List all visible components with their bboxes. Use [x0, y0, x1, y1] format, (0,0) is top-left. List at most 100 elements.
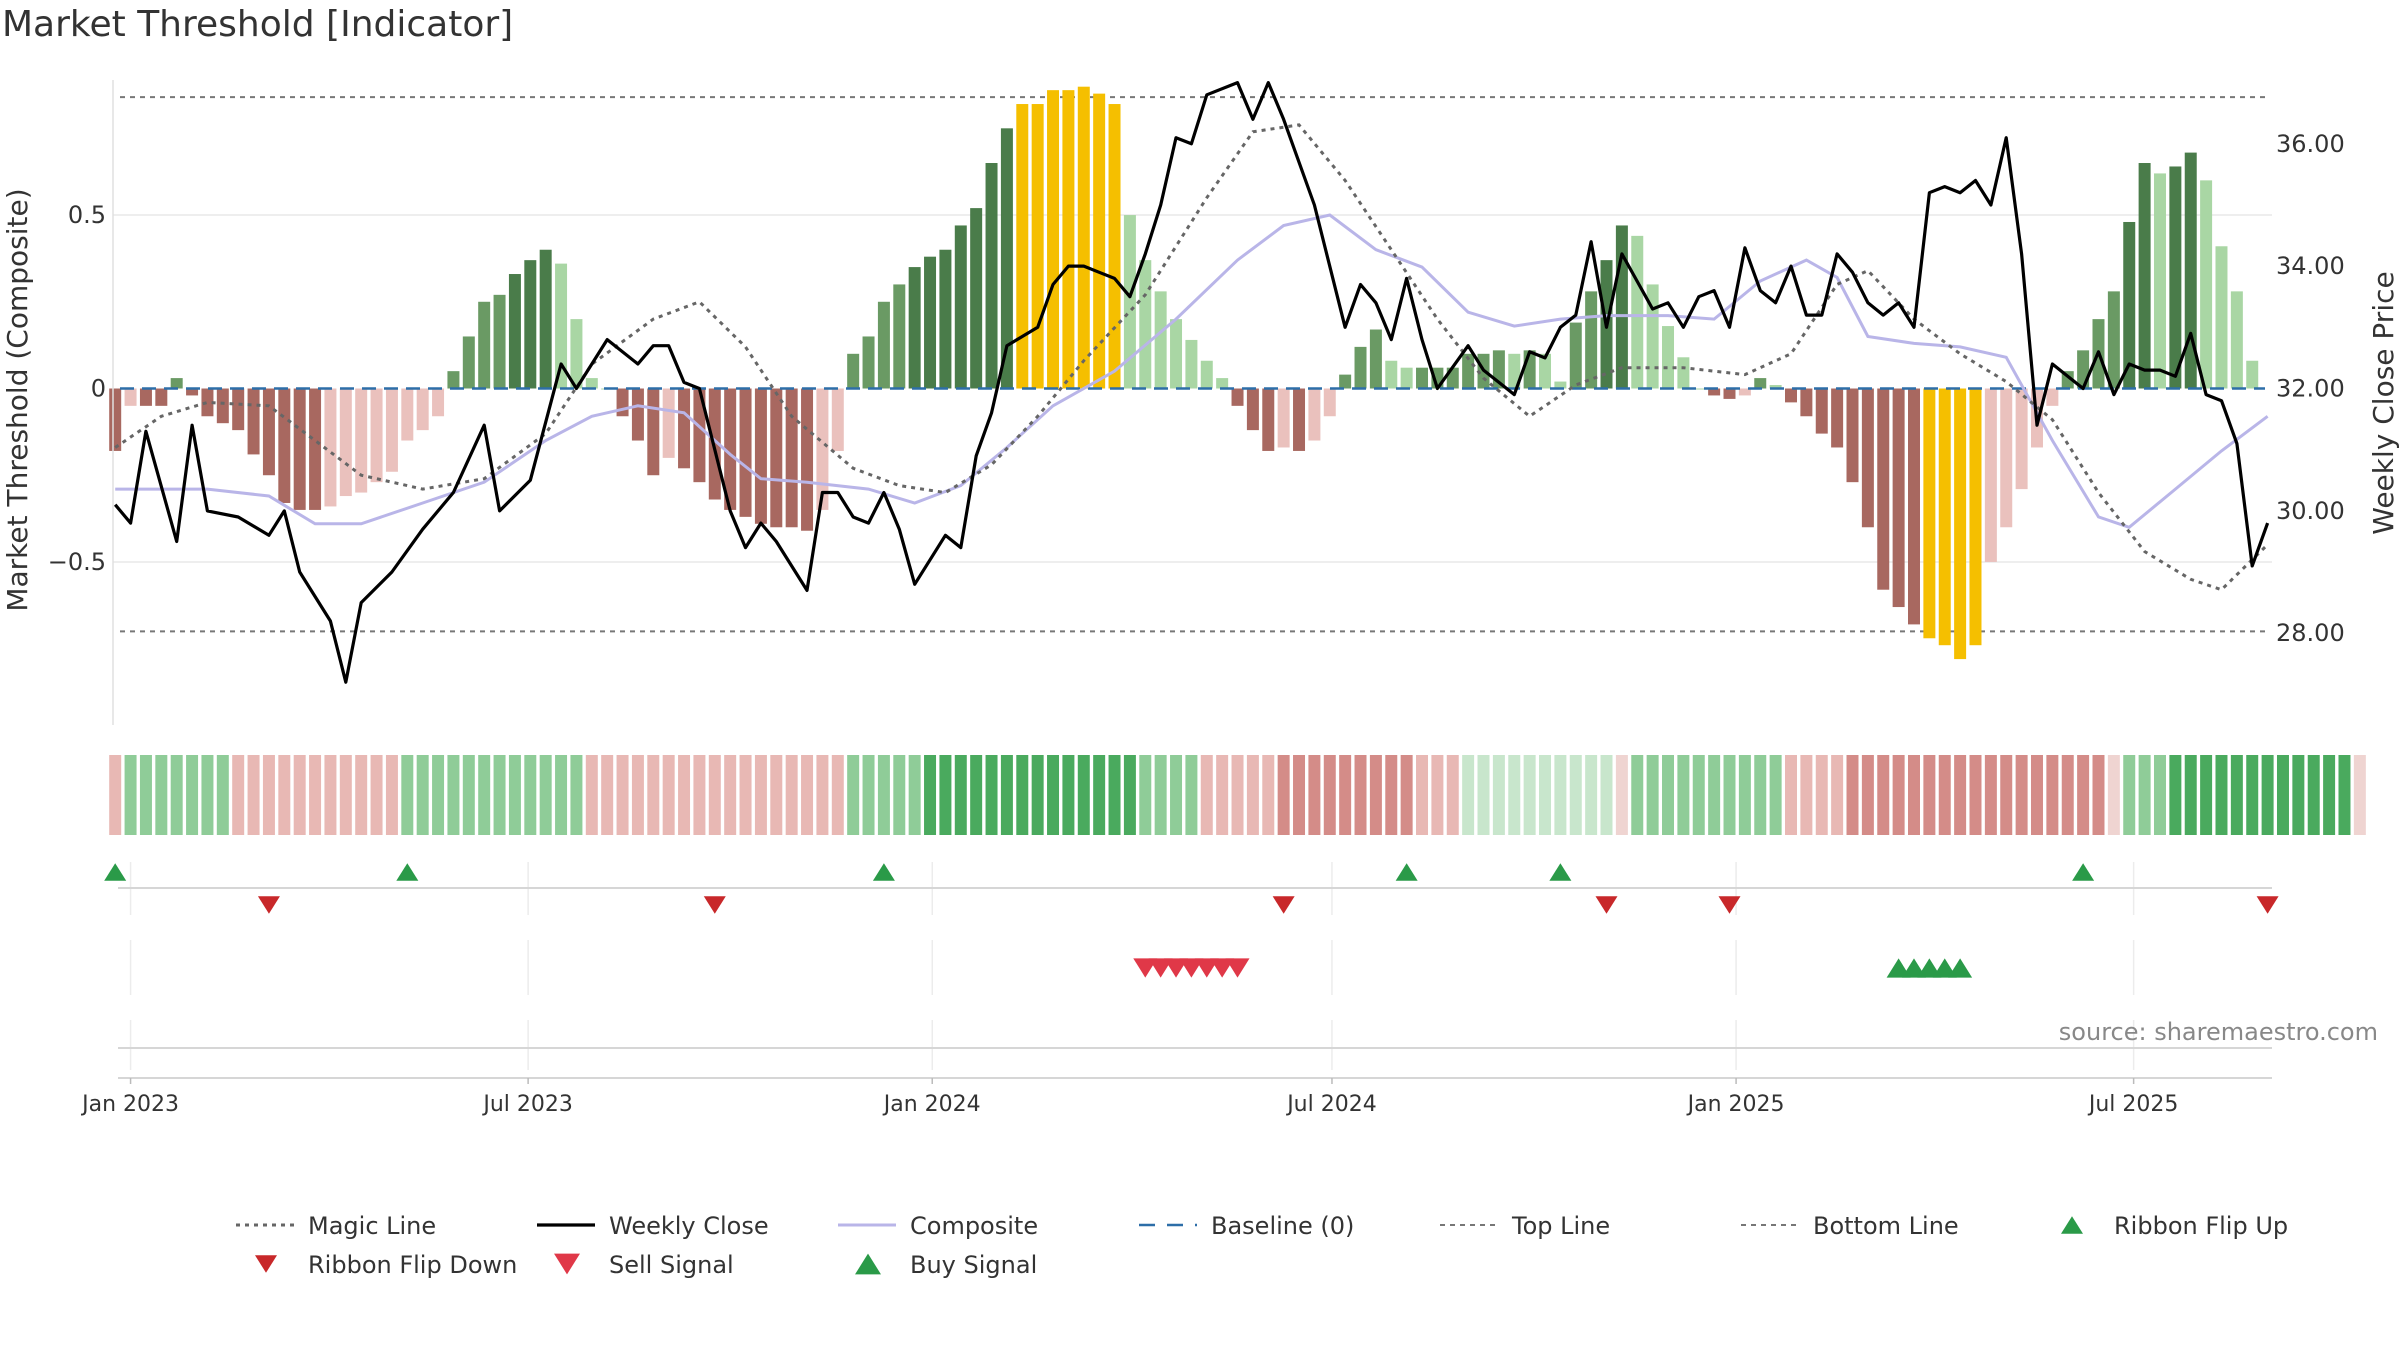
histogram-bar	[862, 336, 875, 389]
histogram-bar	[1000, 128, 1013, 389]
ribbon-cell	[2276, 755, 2289, 835]
ribbon-cell	[1754, 755, 1767, 835]
histogram-bar	[1969, 388, 1982, 646]
legend-item-buy: Buy Signal	[855, 1251, 1037, 1279]
ribbon-cell	[1692, 755, 1705, 835]
histogram-bar	[924, 256, 937, 389]
ribbon-cell	[2123, 755, 2136, 835]
legend-label: Ribbon Flip Down	[308, 1251, 517, 1279]
ribbon-cell	[2138, 755, 2151, 835]
ribbon-cell	[2307, 755, 2320, 835]
ribbon-cell	[1154, 755, 1167, 835]
histogram-bar	[1093, 93, 1106, 389]
histogram-bar	[877, 301, 890, 389]
sell-signal-marker	[1164, 958, 1189, 978]
histogram-bar	[216, 388, 229, 424]
ribbon-cell	[831, 755, 844, 835]
histogram-bar	[616, 388, 629, 417]
y-axis-title-left: Market Threshold (Composite)	[1, 188, 34, 611]
histogram-bar	[2246, 360, 2259, 389]
histogram-bar	[370, 388, 383, 483]
ribbon-cell	[462, 755, 475, 835]
ribbon-cell	[970, 755, 983, 835]
ribbon-cell	[508, 755, 521, 835]
ribbon-cell	[1262, 755, 1275, 835]
histogram-bar	[1631, 235, 1644, 389]
histogram-bar	[1877, 388, 1890, 590]
ribbon-cell	[1323, 755, 1336, 835]
histogram-bar	[647, 388, 660, 476]
histogram-bar	[678, 388, 691, 469]
ribbon-cell	[1139, 755, 1152, 835]
ribbon-cell	[908, 755, 921, 835]
ribbon-flip-down-marker	[257, 896, 280, 914]
ribbon-cell	[309, 755, 322, 835]
ribbon-cell	[708, 755, 721, 835]
legend-swatch	[2061, 1216, 2083, 1234]
histogram-bar	[2107, 291, 2120, 389]
histogram-bar	[739, 388, 752, 517]
histogram-bar	[801, 388, 814, 531]
ribbon-cell	[1662, 755, 1675, 835]
ribbon-cell	[1508, 755, 1521, 835]
ribbon-cell	[1000, 755, 1013, 835]
legend-label: Buy Signal	[910, 1251, 1037, 1279]
ribbon-cell	[1769, 755, 1782, 835]
histogram-bar	[1846, 388, 1859, 483]
ribbon-cell	[1738, 755, 1751, 835]
histogram-bar	[1416, 367, 1429, 389]
histogram-bar	[1139, 260, 1152, 389]
histogram-bar	[1339, 374, 1352, 389]
histogram-bar	[524, 260, 537, 389]
ribbon-cell	[2323, 755, 2336, 835]
ribbon-cell	[1123, 755, 1136, 835]
histogram-bar	[493, 294, 506, 389]
ribbon-flip-down-marker	[1595, 896, 1618, 914]
ribbon-cell	[985, 755, 998, 835]
x-tick-label: Jul 2024	[1285, 1092, 1377, 1117]
ribbon-cell	[155, 755, 168, 835]
ribbon-cell	[478, 755, 491, 835]
histogram-bar	[2000, 388, 2013, 528]
histogram-bar	[954, 225, 967, 389]
histogram-bar	[2169, 166, 2182, 389]
histogram-bar	[1938, 388, 1951, 646]
ribbon-cell	[109, 755, 122, 835]
histogram-bar	[1123, 215, 1136, 389]
histogram-bar	[893, 284, 906, 389]
ribbon-cell	[1492, 755, 1505, 835]
legend-label: Composite	[910, 1212, 1038, 1240]
ribbon-cell	[1631, 755, 1644, 835]
histogram-bar	[1170, 319, 1183, 389]
ribbon-flip-down-marker	[2256, 896, 2279, 914]
ribbon-flip-up-marker	[1549, 863, 1572, 881]
y-tick-label-right: 36.00	[2276, 130, 2345, 158]
histogram-bar	[1293, 388, 1306, 451]
ribbon-cell	[278, 755, 291, 835]
ribbon-cell	[1385, 755, 1398, 835]
histogram-bar	[1446, 367, 1459, 389]
ribbon-cell	[2030, 755, 2043, 835]
histogram-bar	[1323, 388, 1336, 417]
ribbon-cell	[1938, 755, 1951, 835]
ribbon-cell	[1800, 755, 1813, 835]
histogram-bar	[1077, 86, 1090, 389]
histogram-bar	[724, 388, 737, 510]
ribbon-cell	[1462, 755, 1475, 835]
histogram-bar	[1585, 291, 1598, 389]
ribbon-cell	[1369, 755, 1382, 835]
histogram-bar	[539, 249, 552, 389]
ribbon-cell	[2215, 755, 2228, 835]
histogram-bar	[2061, 371, 2074, 389]
y-tick-label-left: −0.5	[48, 548, 106, 576]
ribbon-cell	[1523, 755, 1536, 835]
histogram-bar	[1569, 322, 1582, 389]
ribbon-cell	[339, 755, 352, 835]
histogram-bar	[1738, 388, 1751, 396]
histogram-bar	[309, 388, 322, 510]
buy-signal-marker	[1932, 958, 1957, 978]
ribbon-cell	[1185, 755, 1198, 835]
histogram-bar	[1016, 104, 1029, 389]
ribbon-cell	[1831, 755, 1844, 835]
